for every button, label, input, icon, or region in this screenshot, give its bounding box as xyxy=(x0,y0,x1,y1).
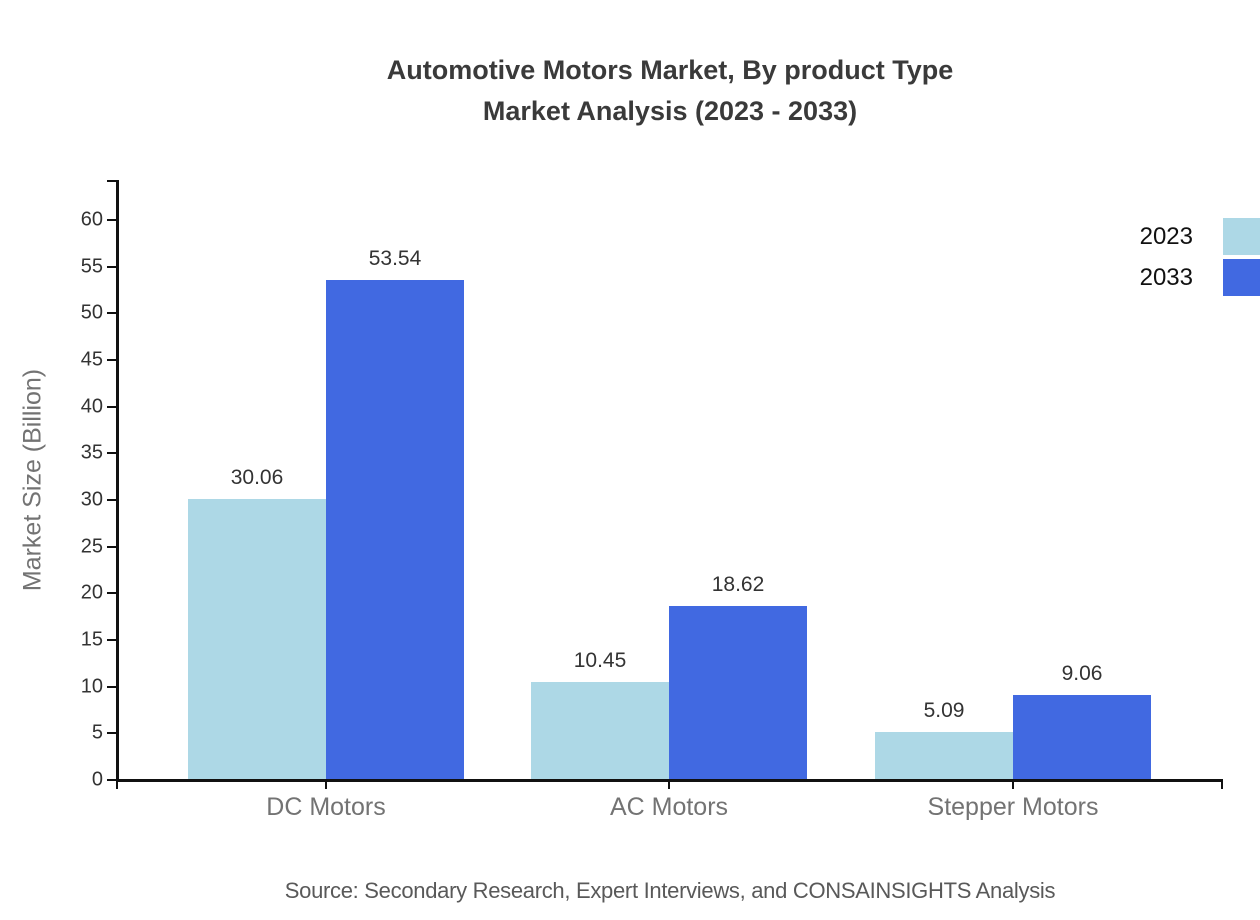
y-axis-tick xyxy=(107,499,116,501)
y-axis-tick xyxy=(107,452,116,455)
bar-value-label: 9.06 xyxy=(1061,662,1103,686)
y-axis-tick-label: 40 xyxy=(80,395,103,418)
y-axis-tick xyxy=(107,639,116,641)
y-axis-tick-label: 55 xyxy=(80,255,103,278)
bar-value-label: 5.09 xyxy=(923,699,965,723)
y-axis-tick-label: 30 xyxy=(80,488,103,511)
legend-label: 2033 xyxy=(1139,263,1193,291)
bar-value-label: 30.06 xyxy=(230,466,284,490)
x-axis-category-label: Stepper Motors xyxy=(927,793,1099,821)
y-axis-tick xyxy=(107,219,116,221)
y-axis-top-cap-tick xyxy=(107,180,116,182)
x-axis-right-cap-tick xyxy=(1221,780,1223,789)
source-attribution: Source: Secondary Research, Expert Inter… xyxy=(284,878,1056,903)
y-axis-tick-label: 20 xyxy=(80,581,103,604)
y-axis-tick-label: 0 xyxy=(91,768,103,791)
bar-value-label: 53.54 xyxy=(368,247,422,271)
y-axis-tick-label: 35 xyxy=(80,441,103,464)
y-axis-tick xyxy=(107,312,116,315)
y-axis-tick xyxy=(107,592,116,595)
bar-2023-stepper-motors xyxy=(875,732,1013,779)
y-axis-tick-label: 15 xyxy=(80,628,103,651)
bar-2033-ac-motors xyxy=(669,606,807,779)
y-axis-line xyxy=(116,180,119,781)
chart-title-line2: Market Analysis (2023 - 2033) xyxy=(482,96,858,126)
y-axis-tick-label: 5 xyxy=(91,721,103,744)
legend-swatch-2033 xyxy=(1223,259,1260,296)
y-axis-tick-label: 25 xyxy=(80,535,103,558)
x-axis-left-cap-tick xyxy=(116,780,118,789)
y-axis-tick xyxy=(107,732,116,735)
legend-row: 2033 xyxy=(1140,259,1260,296)
y-axis-tick xyxy=(107,685,116,688)
y-axis-tick xyxy=(107,779,116,781)
bar-value-label: 18.62 xyxy=(711,573,765,597)
y-axis-tick-label: 10 xyxy=(80,675,103,698)
y-axis-tick xyxy=(107,545,116,548)
legend: 2023 2033 xyxy=(1140,218,1260,300)
y-axis-tick xyxy=(107,265,116,268)
chart-title-line1: Automotive Motors Market, By product Typ… xyxy=(386,55,954,85)
x-axis-tick xyxy=(325,780,327,789)
bar-2023-ac-motors xyxy=(531,682,669,779)
bar-2033-stepper-motors xyxy=(1013,695,1151,779)
y-axis-tick-label: 60 xyxy=(80,208,103,231)
y-axis-tick-label: 50 xyxy=(80,301,103,324)
y-axis-tick xyxy=(107,405,116,408)
legend-label: 2023 xyxy=(1139,222,1193,250)
x-axis-tick xyxy=(1012,780,1014,789)
x-axis-tick xyxy=(668,780,670,789)
bar-2033-dc-motors xyxy=(326,280,464,779)
x-axis-category-label: DC Motors xyxy=(266,793,386,821)
legend-row: 2023 xyxy=(1140,218,1260,255)
bar-value-label: 10.45 xyxy=(573,649,627,673)
y-axis-tick-label: 45 xyxy=(80,348,103,371)
y-axis-tick xyxy=(107,359,116,361)
chart-title: Automotive Motors Market, By product Typ… xyxy=(118,50,1222,132)
bar-2023-dc-motors xyxy=(188,499,326,779)
x-axis-category-label: AC Motors xyxy=(609,793,729,821)
legend-swatch-2023 xyxy=(1223,218,1260,255)
